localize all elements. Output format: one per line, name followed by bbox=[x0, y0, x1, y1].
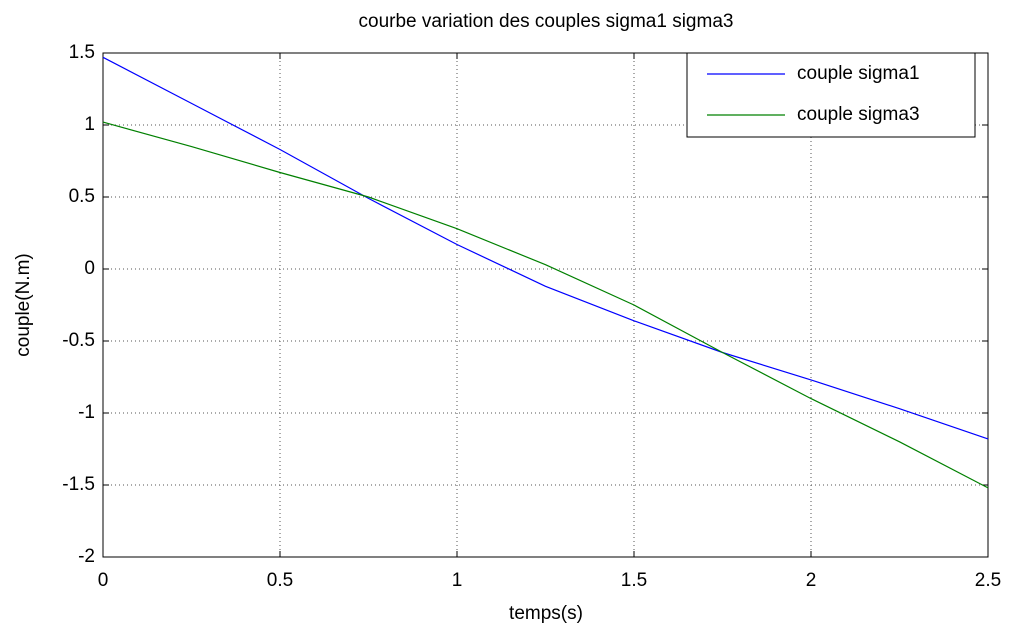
y-tick-label: -0.5 bbox=[62, 330, 95, 351]
x-tick-label: 0 bbox=[98, 570, 109, 591]
y-tick-label: -1.5 bbox=[62, 474, 95, 495]
legend-label: couple sigma3 bbox=[797, 104, 920, 125]
x-tick-label: 1.5 bbox=[621, 570, 647, 591]
y-tick-label: 0.5 bbox=[69, 186, 95, 207]
legend-label: couple sigma1 bbox=[797, 63, 920, 84]
y-axis-label: couple(N.m) bbox=[13, 253, 34, 356]
x-tick-label: 1 bbox=[452, 570, 463, 591]
chart-title: courbe variation des couples sigma1 sigm… bbox=[359, 11, 734, 32]
y-tick-label: -1 bbox=[78, 402, 95, 423]
y-tick-label: 1.5 bbox=[69, 42, 95, 63]
y-tick-label: -2 bbox=[78, 546, 95, 567]
x-tick-label: 0.5 bbox=[267, 570, 293, 591]
y-tick-label: 0 bbox=[84, 258, 95, 279]
y-tick-label: 1 bbox=[84, 114, 95, 135]
x-axis-label: temps(s) bbox=[509, 603, 583, 624]
line-series bbox=[102, 121, 989, 489]
legend-box bbox=[686, 52, 976, 138]
plot-frame bbox=[102, 52, 989, 558]
x-tick-label: 2.5 bbox=[975, 570, 1001, 591]
line-series bbox=[102, 56, 989, 440]
x-tick-label: 2 bbox=[806, 570, 817, 591]
